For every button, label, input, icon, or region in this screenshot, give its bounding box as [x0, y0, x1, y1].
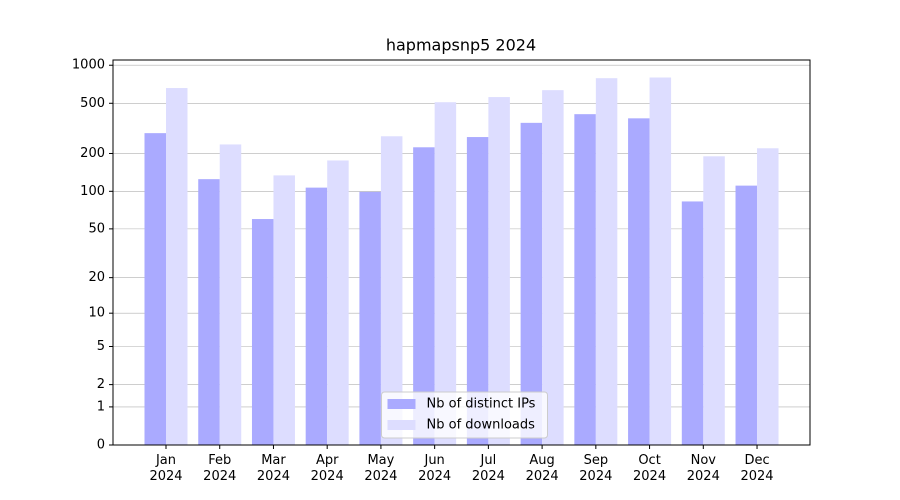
chart-title: hapmapsnp5 2024 [386, 36, 536, 55]
x-tick-label: Jun 2024 [418, 453, 452, 484]
x-tick-label: Dec 2024 [740, 453, 774, 484]
bar [166, 88, 188, 445]
legend-label: Nb of downloads [427, 418, 536, 433]
bar [305, 187, 328, 445]
x-tick-label: Feb 2024 [203, 453, 237, 484]
bar [574, 114, 596, 446]
bar [273, 175, 295, 445]
bar [144, 133, 166, 445]
x-tick-label: Jul 2024 [471, 453, 505, 484]
x-tick-label: Nov 2024 [686, 453, 720, 484]
bar [251, 219, 274, 445]
y-tick-label: 20 [88, 270, 105, 285]
y-tick-label: 500 [80, 96, 105, 111]
x-tick-label: Mar 2024 [256, 453, 290, 484]
bar [735, 185, 758, 445]
y-tick-label: 2 [97, 377, 105, 392]
x-tick-label: Oct 2024 [633, 453, 667, 484]
x-tick-label: Jan 2024 [149, 453, 183, 484]
y-tick-label: 10 [88, 306, 105, 321]
legend: Nb of distinct IPs Nb of downloads [381, 391, 548, 439]
bar [198, 179, 220, 445]
bar [542, 90, 564, 445]
y-tick-label: 5 [97, 339, 105, 354]
bar [649, 77, 672, 445]
bar [380, 136, 403, 445]
y-tick-label: 0 [97, 438, 105, 453]
legend-label: Nb of distinct IPs [427, 397, 536, 412]
bar [520, 122, 543, 445]
x-tick-label: Aug 2024 [525, 453, 559, 484]
legend-box [381, 391, 548, 439]
bar [681, 201, 704, 445]
bar [488, 97, 510, 445]
y-tick-label: 1 [97, 399, 105, 414]
bar [595, 78, 618, 445]
x-tick-label: May 2024 [364, 453, 398, 484]
x-tick-label: Sep 2024 [579, 453, 613, 484]
bar [413, 147, 435, 445]
y-tick-label: 100 [80, 184, 105, 199]
bar [359, 191, 381, 445]
y-tick-label: 200 [80, 146, 105, 161]
y-tick-label: 1000 [72, 58, 105, 73]
bar [703, 156, 725, 445]
legend-swatch [387, 399, 416, 409]
bar [219, 144, 242, 445]
bar [466, 137, 489, 445]
bar [327, 160, 349, 445]
x-tick-label: Apr 2024 [310, 453, 344, 484]
legend-swatch [387, 420, 416, 430]
y-tick-label: 50 [88, 221, 105, 236]
bar [434, 102, 457, 445]
bar [757, 148, 779, 445]
bar [628, 118, 650, 446]
plot-frame [112, 59, 811, 446]
